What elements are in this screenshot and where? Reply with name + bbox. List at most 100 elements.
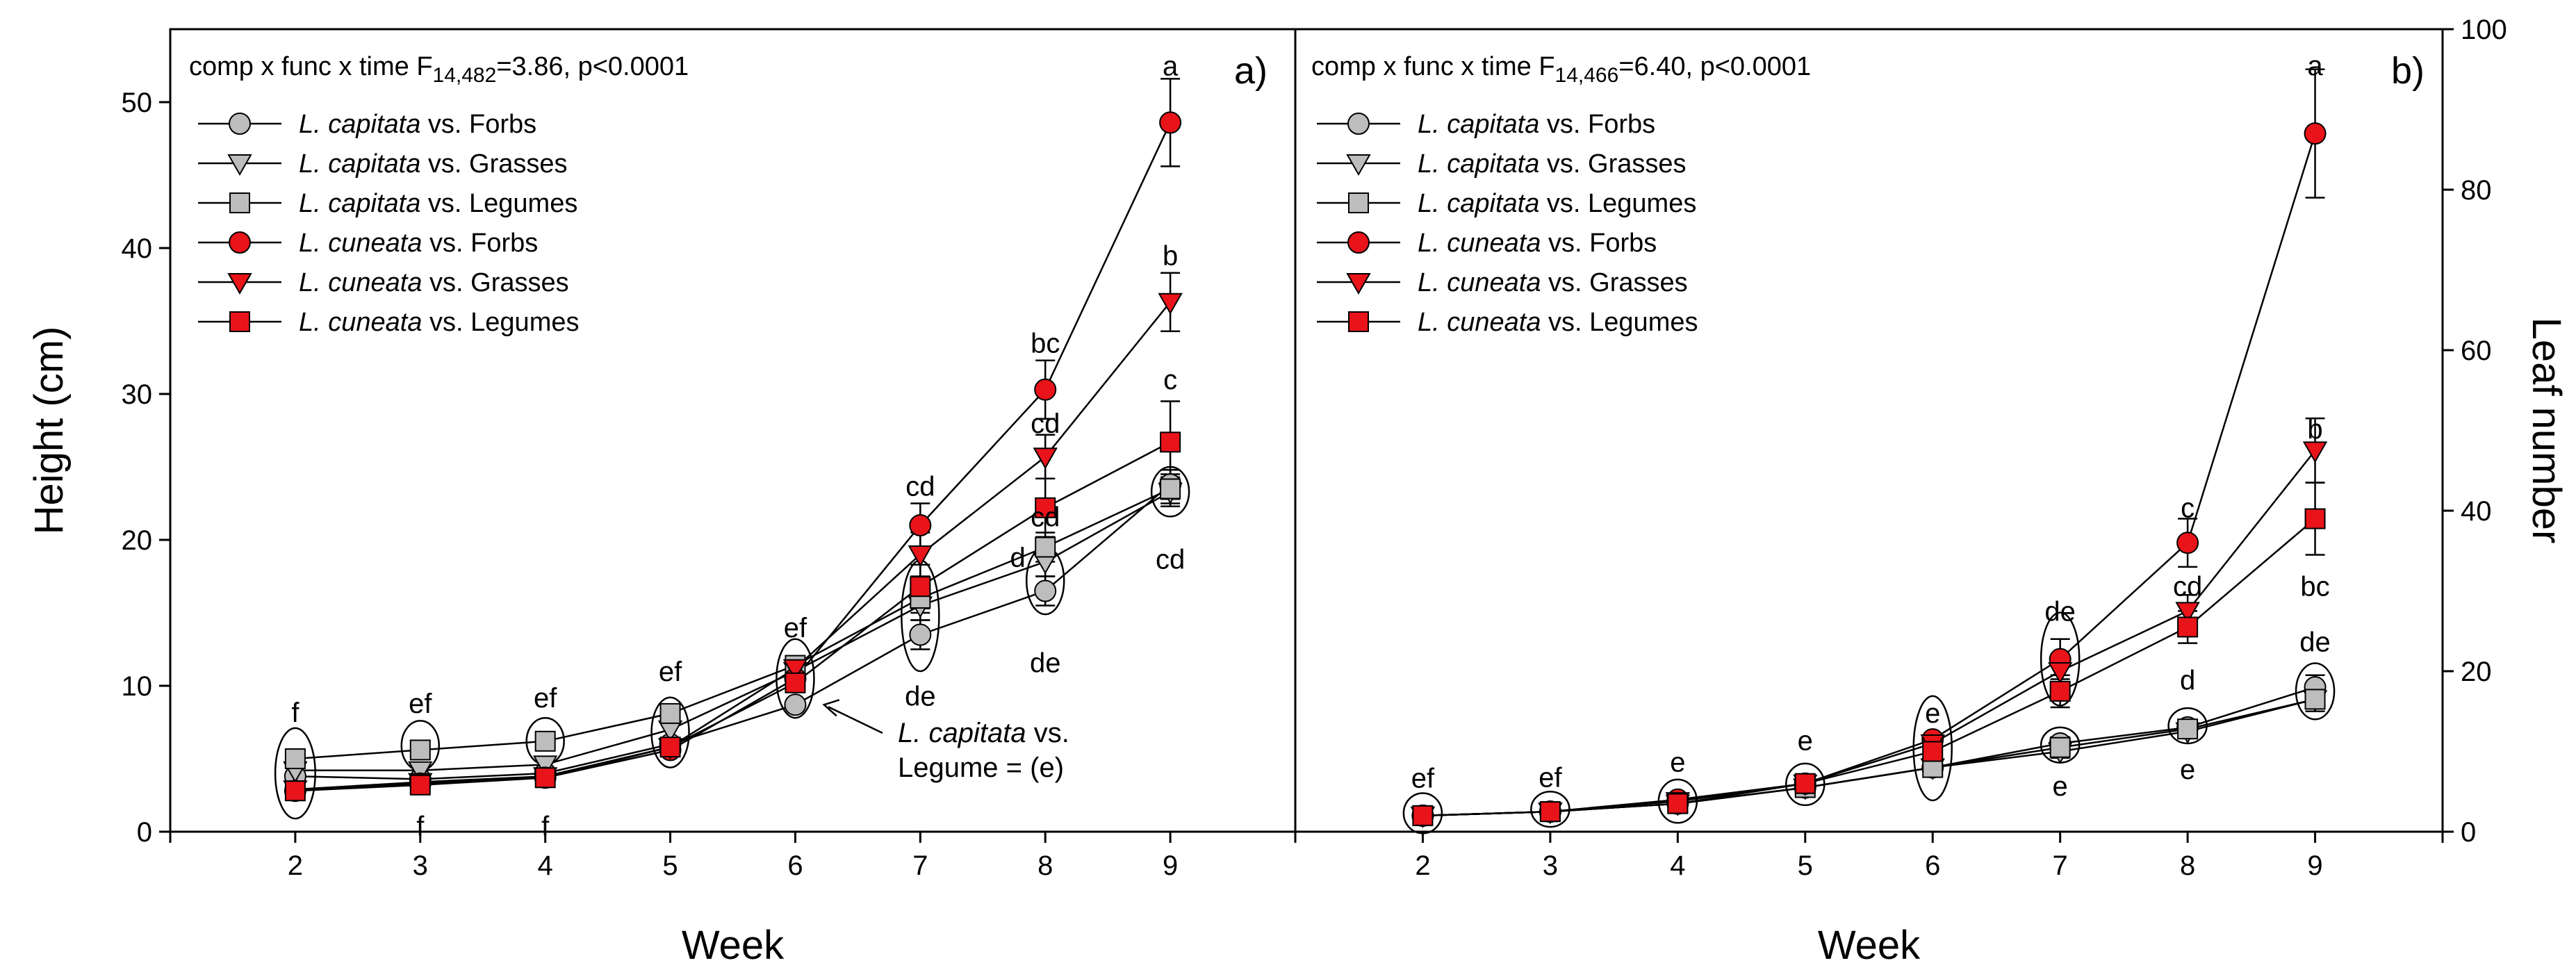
y-tick-label: 40: [122, 233, 153, 264]
data-point-s4: [782, 659, 808, 681]
data-point-s4: [2047, 662, 2073, 684]
group-ellipse: [1402, 792, 1443, 834]
x-tick-label: 2: [1415, 850, 1430, 881]
legend-marker: [227, 154, 252, 176]
legend-label: L. capitata vs. Grasses: [299, 149, 568, 179]
y-tick-label: 80: [2461, 175, 2492, 206]
significance-letter: cd: [905, 471, 935, 502]
significance-letter: a: [2307, 51, 2323, 81]
significance-letter: c: [1163, 365, 1177, 395]
significance-letter: f: [416, 812, 425, 842]
y-axis-label: Leaf number: [2524, 318, 2569, 544]
x-tick-label: 6: [1925, 850, 1940, 881]
data-point-s3: [1159, 111, 1182, 134]
data-point-s5: [1160, 431, 1181, 453]
significance-letter: a: [1163, 51, 1179, 82]
significance-letter: b: [2307, 414, 2322, 445]
x-tick-label: 4: [538, 850, 553, 881]
data-point-s1: [408, 761, 433, 783]
callout-text: Legume = (e): [898, 752, 1064, 783]
x-axis-label: Week: [1818, 923, 1921, 968]
data-point-s5: [1794, 773, 1816, 794]
y-tick-label: 20: [2461, 657, 2492, 687]
group-ellipse: [1912, 695, 1953, 802]
y-tick-label: 0: [2461, 817, 2476, 848]
x-tick-label: 4: [1670, 850, 1685, 881]
x-tick-label: 6: [787, 850, 803, 881]
series-line-0: [1422, 686, 2315, 817]
x-tick-label: 2: [288, 850, 303, 881]
data-point-s3: [2176, 532, 2199, 554]
series-line-0: [295, 484, 1171, 780]
x-tick-label: 5: [1798, 850, 1813, 881]
data-point-s3: [1034, 378, 1057, 401]
significance-letter: cd: [1156, 544, 1185, 575]
data-point-s2: [2304, 689, 2326, 710]
y-tick-label: 50: [122, 88, 153, 118]
legend-marker: [1346, 273, 1371, 295]
legend-label: L. capitata vs. Grasses: [1418, 149, 1687, 179]
data-point-s5: [1539, 801, 1561, 823]
series-line-5: [1422, 518, 2316, 817]
y-tick-label: 60: [2461, 336, 2492, 366]
group-ellipse: [650, 696, 690, 768]
panel-label: b): [2391, 50, 2425, 92]
stat-text: comp x func x time F14,466=6.40, p<0.000…: [1311, 52, 1811, 87]
series-line-5: [295, 441, 1171, 792]
data-point-s5: [910, 576, 931, 598]
data-point-s5: [2304, 508, 2326, 529]
legend-label: L. cuneata vs. Grasses: [299, 268, 569, 297]
data-point-s1: [532, 755, 558, 778]
significance-letter: de: [2299, 627, 2331, 657]
significance-letter: ef: [409, 689, 432, 719]
significance-letter: e: [1798, 725, 1813, 756]
significance-letter: de: [905, 682, 936, 712]
significance-letter: c: [2181, 493, 2194, 523]
y-tick-label: 30: [122, 379, 153, 410]
data-point-s2: [534, 730, 556, 752]
legend-marker: [1348, 192, 1369, 213]
legend-label: L. cuneata vs. Forbs: [299, 229, 538, 258]
significance-letter: e: [2180, 755, 2195, 785]
data-point-s2: [659, 702, 681, 724]
data-point-s2: [1160, 478, 1181, 500]
panel-a: 0 10 20 30 40 50 2 3 4 5 6 7 8 9 Week Height (cm) f ef f ef…: [26, 28, 1297, 968]
series-line-4: [295, 301, 1172, 791]
data-point-s3: [2304, 122, 2327, 145]
x-tick-label: 8: [2180, 850, 2195, 881]
significance-letter: ef: [1539, 762, 1562, 793]
data-point-s2: [2177, 718, 2199, 740]
data-point-s4: [1158, 293, 1183, 315]
significance-letter: cd: [2173, 572, 2202, 602]
y-tick-label: 10: [122, 671, 153, 702]
legend-label: L. capitata vs. Forbs: [1418, 110, 1655, 139]
data-point-s4: [1033, 447, 1058, 470]
data-point-s4: [2302, 441, 2328, 463]
legend-marker: [1347, 231, 1370, 254]
data-point-s5: [284, 780, 306, 802]
legend-marker: [1347, 113, 1370, 135]
data-point-s5: [1922, 741, 1944, 762]
series-line-1: [295, 491, 1171, 772]
x-tick-label: 9: [1163, 850, 1178, 881]
legend-label: L. capitata vs. Legumes: [1418, 189, 1696, 218]
panel-label: a): [1234, 50, 1268, 92]
stat-text: comp x func x time F14,482=3.86, p<0.000…: [189, 52, 689, 87]
significance-letter: e: [1925, 698, 1940, 729]
group-ellipse: [776, 638, 815, 719]
x-axis-label: Week: [682, 923, 785, 968]
legend-label: L. cuneata vs. Forbs: [1418, 229, 1657, 258]
legend-marker: [229, 231, 251, 254]
callout-arrowhead: [822, 699, 840, 717]
significance-letter: ef: [1411, 764, 1435, 794]
legend-marker: [227, 273, 252, 295]
data-point-s5: [659, 737, 681, 758]
x-tick-label: 7: [912, 850, 928, 881]
data-point-s5: [1035, 497, 1056, 518]
legend-marker: [1348, 311, 1369, 332]
legend-label: L. cuneata vs. Grasses: [1418, 268, 1688, 297]
callout-text: L. capitata vs.: [898, 718, 1069, 748]
legend-marker: [229, 192, 250, 213]
y-tick-label: 100: [2461, 15, 2507, 45]
